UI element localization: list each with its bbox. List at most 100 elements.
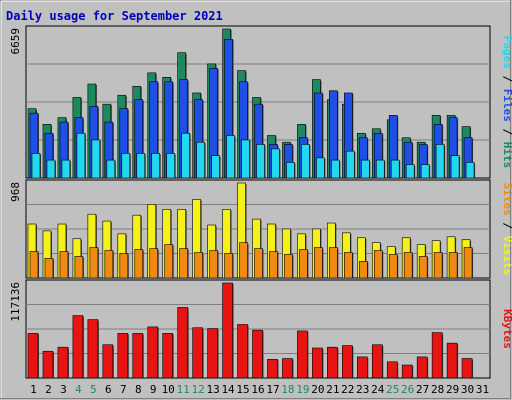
bar-pages-24	[375, 159, 385, 179]
bar-sites-27	[418, 256, 428, 279]
day-label-12: 12	[192, 383, 205, 396]
bar-pages-21	[331, 159, 340, 179]
bar-sites-22	[344, 252, 353, 279]
bar-kbytes-19	[297, 330, 308, 379]
bar-pages-26	[405, 164, 415, 179]
bar-pages-2	[46, 159, 56, 179]
bar-pages-28	[435, 144, 445, 179]
day-label-28: 28	[431, 383, 444, 396]
bar-sites-13	[209, 250, 218, 279]
bar-pages-22	[346, 150, 355, 179]
bar-pages-13	[211, 155, 220, 179]
day-label-23: 23	[356, 383, 369, 396]
bar-sites-11	[179, 248, 188, 279]
day-label-30: 30	[461, 383, 474, 396]
day-label-18: 18	[281, 383, 294, 396]
bar-pages-14	[226, 135, 235, 179]
bar-pages-11	[181, 132, 190, 179]
day-label-25: 25	[386, 383, 399, 396]
bar-pages-20	[316, 157, 325, 179]
legend-part: /	[501, 69, 512, 89]
panel-hits-files-pages: 6659 Pages / Files / Hits	[9, 25, 512, 179]
bar-sites-8	[134, 249, 144, 279]
bar-pages-10	[166, 153, 176, 179]
day-label-21: 21	[326, 383, 339, 396]
day-label-5: 5	[90, 383, 97, 396]
day-label-4: 4	[75, 383, 82, 396]
bar-kbytes-4	[72, 315, 84, 379]
bar-sites-12	[194, 252, 203, 279]
bar-pages-18	[286, 162, 295, 179]
bar-pages-17	[271, 148, 280, 179]
day-label-2: 2	[45, 383, 52, 396]
bar-kbytes-11	[177, 307, 188, 379]
bar-kbytes-13	[207, 328, 218, 379]
day-label-27: 27	[416, 383, 429, 396]
bar-kbytes-1	[27, 333, 39, 379]
bar-pages-5	[91, 139, 101, 179]
day-label-24: 24	[371, 383, 385, 396]
day-label-13: 13	[206, 383, 219, 396]
bar-sites-14	[224, 253, 233, 279]
day-label-20: 20	[311, 383, 324, 396]
bar-kbytes-10	[162, 333, 174, 379]
bar-sites-1	[29, 251, 39, 279]
panel-ymax-label: 6659	[9, 28, 22, 55]
day-label-11: 11	[177, 383, 190, 396]
bar-kbytes-20	[312, 347, 323, 379]
day-label-10: 10	[162, 383, 175, 396]
x-axis: 1 2 3 4 5 6 7 8 9 10 11 12 13 14 15 16 17 18 19 20 21 22 23 24 2…	[30, 383, 489, 396]
legend-part: Sites	[501, 183, 512, 216]
bar-pages-9	[151, 153, 161, 179]
day-label-16: 16	[251, 383, 264, 396]
bar-kbytes-18	[282, 358, 293, 379]
day-label-31: 31	[476, 383, 489, 396]
bar-kbytes-27	[416, 356, 428, 379]
bar-sites-28	[433, 252, 443, 279]
bar-kbytes-24	[371, 344, 383, 379]
bar-sites-5	[89, 247, 99, 279]
day-label-14: 14	[221, 383, 235, 396]
legend-part: Files	[501, 89, 512, 122]
bar-sites-25	[388, 254, 398, 279]
bar-kbytes-26	[401, 364, 413, 379]
bar-kbytes-5	[87, 319, 99, 379]
bar-pages-4	[76, 132, 86, 179]
bar-kbytes-21	[327, 346, 338, 379]
bar-pages-30	[465, 162, 475, 179]
bar-pages-27	[420, 164, 430, 179]
chart-panels: 6659 Pages / Files / Hits 968 Sites / Visit…	[9, 25, 512, 379]
panel-legend: Sites / Visits	[501, 183, 512, 276]
bar-kbytes-22	[342, 345, 353, 379]
bar-kbytes-23	[356, 356, 368, 379]
panel-legend: KBytes	[501, 309, 512, 349]
chart-title: Daily usage for September 2021	[6, 9, 223, 23]
bar-kbytes-6	[102, 344, 114, 379]
panel-legend: Pages / Files / Hits	[501, 36, 512, 169]
bar-sites-10	[164, 244, 174, 279]
panel-ymax-label: 117136	[9, 282, 22, 322]
bar-kbytes-9	[147, 326, 159, 379]
panel-visits-sites: 968 Sites / Visits	[9, 179, 512, 279]
bar-sites-16	[254, 248, 263, 279]
bar-pages-12	[196, 141, 205, 179]
bar-kbytes-12	[192, 327, 203, 379]
bar-kbytes-7	[117, 333, 129, 379]
bar-sites-6	[104, 250, 114, 279]
bar-sites-30	[463, 247, 473, 279]
bar-pages-25	[390, 159, 400, 179]
panel-kbytes: 117136 KBytes	[9, 279, 512, 379]
day-label-22: 22	[341, 383, 354, 396]
legend-part: /	[501, 216, 512, 236]
bar-pages-7	[121, 153, 131, 179]
day-label-19: 19	[296, 383, 309, 396]
bar-sites-23	[358, 261, 368, 279]
bar-sites-9	[149, 248, 159, 279]
day-label-26: 26	[401, 383, 414, 396]
day-label-1: 1	[30, 383, 37, 396]
day-label-9: 9	[150, 383, 157, 396]
legend-part: Pages	[501, 36, 512, 69]
legend-part: KBytes	[501, 309, 512, 349]
bar-pages-29	[450, 155, 460, 179]
